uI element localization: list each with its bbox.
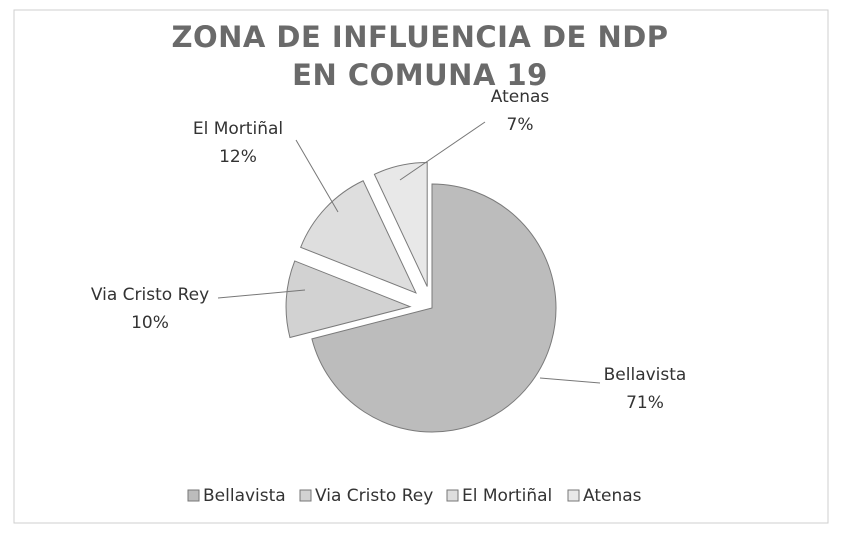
leader-line <box>399 121 486 181</box>
chart-title: ZONA DE INFLUENCIA DE NDP EN COMUNA 19 <box>171 20 669 92</box>
slice-value: 10% <box>131 313 169 333</box>
slice-label: Atenas <box>491 87 550 107</box>
legend-label: Bellavista <box>203 486 286 506</box>
slice-value: 71% <box>626 393 664 413</box>
slice-label: Via Cristo Rey <box>91 285 209 305</box>
legend-swatch <box>187 489 200 502</box>
legend-swatch <box>446 489 459 502</box>
pie-slice <box>373 162 428 287</box>
slice-value: 12% <box>219 147 257 167</box>
legend-swatch <box>567 489 580 502</box>
leader-line <box>295 139 339 213</box>
legend-label: Atenas <box>583 486 642 506</box>
legend-label: Via Cristo Rey <box>315 486 433 506</box>
leader-line <box>539 377 601 384</box>
chart-border <box>13 9 829 524</box>
slice-label: Bellavista <box>604 365 687 385</box>
legend-swatch <box>299 489 312 502</box>
pie-slice <box>311 183 557 433</box>
pie-slice <box>300 180 417 294</box>
leader-line <box>217 289 306 299</box>
legend-label: El Mortiñal <box>462 486 552 506</box>
slice-label: El Mortiñal <box>193 119 283 139</box>
pie-slice <box>285 260 412 339</box>
slice-value: 7% <box>507 115 534 135</box>
